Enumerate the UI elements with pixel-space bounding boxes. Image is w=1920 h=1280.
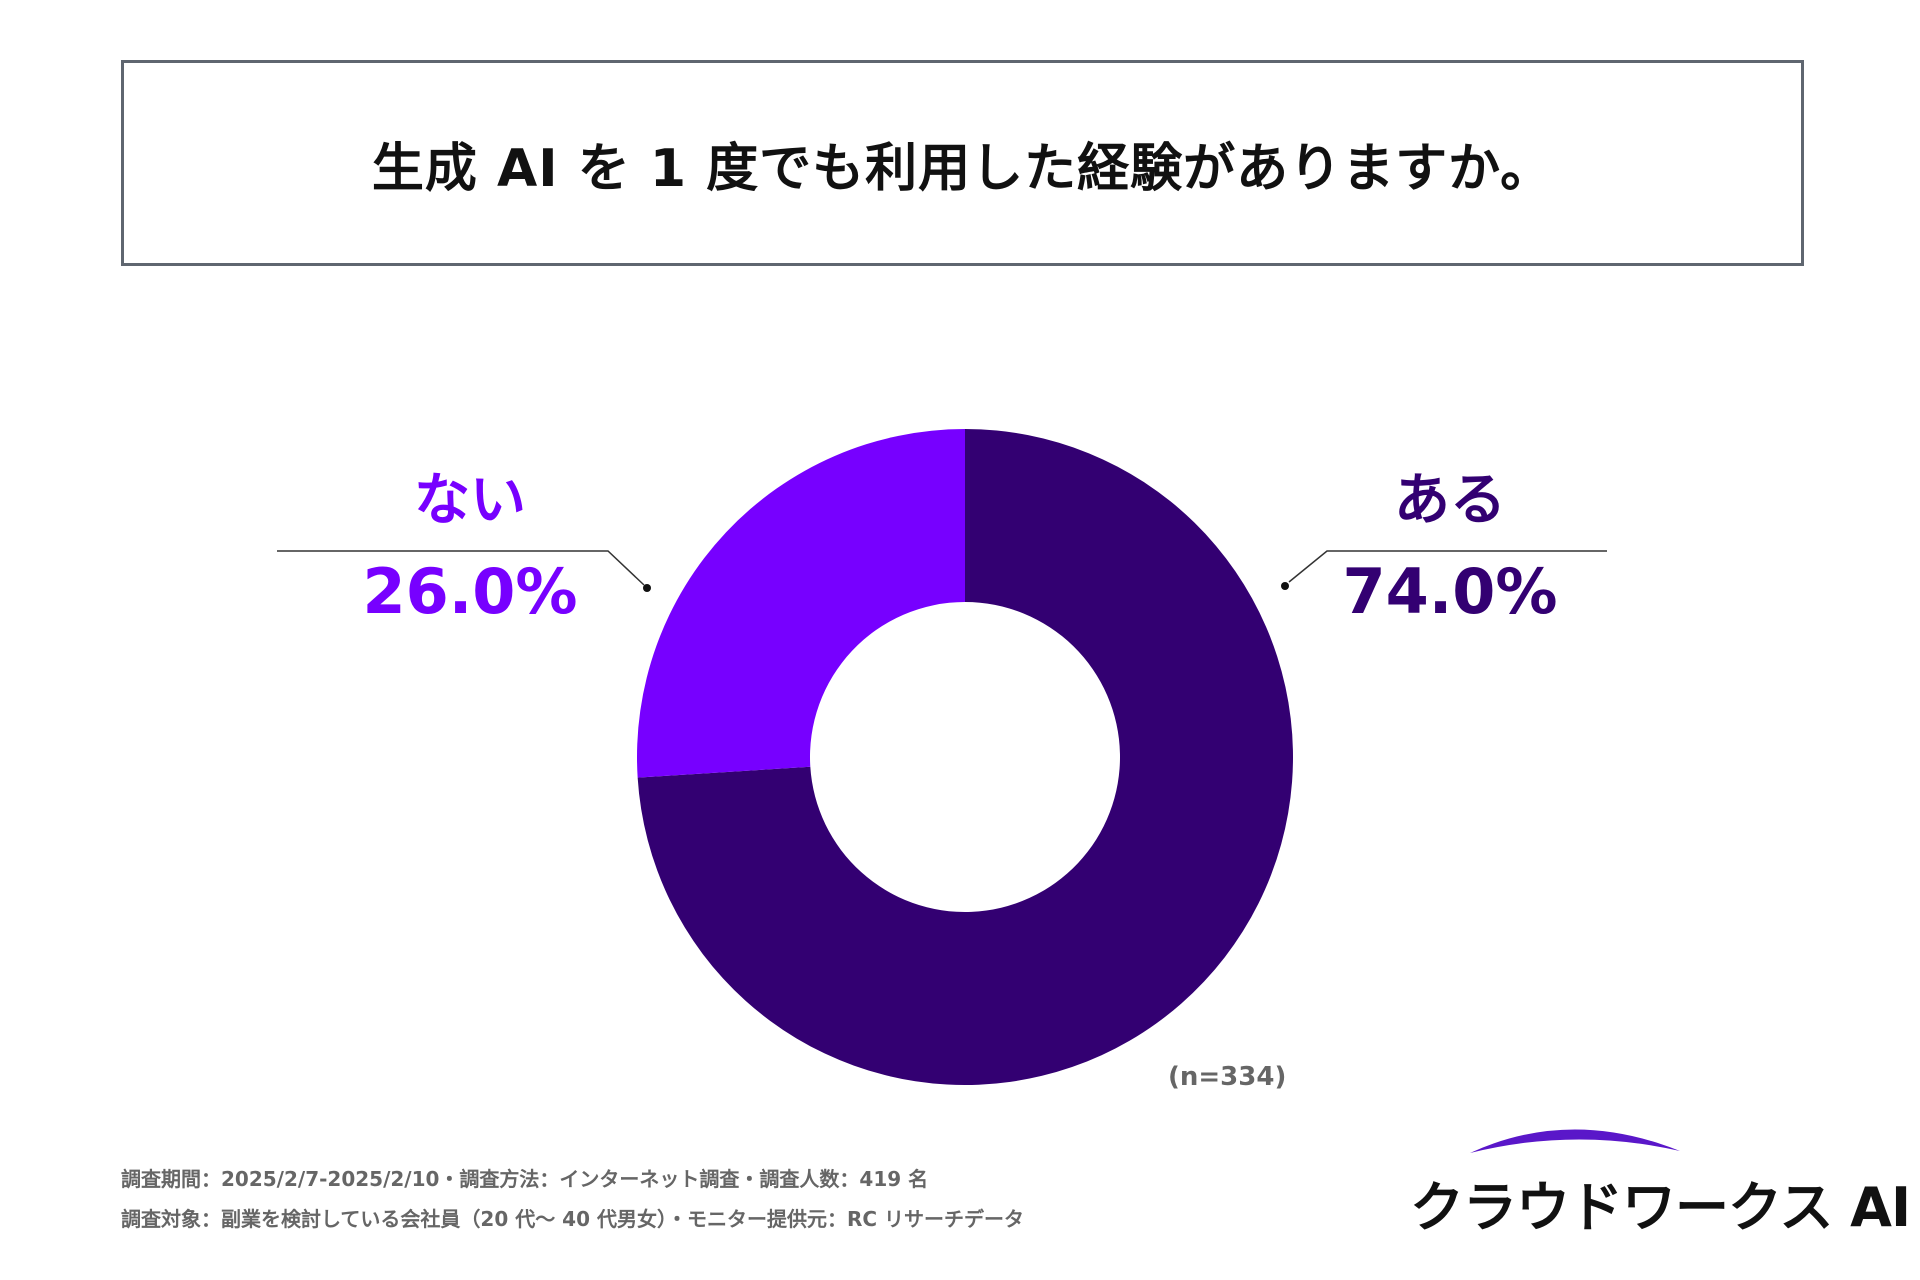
chart-title: 生成 AI を 1 度でも利用した経験がありますか。 xyxy=(371,138,1554,199)
footnote-survey-period: 調査期間：2025/2/7-2025/2/10・調査方法：インターネット調査・調… xyxy=(121,1167,929,1191)
leader-aru-line xyxy=(1288,550,1607,583)
slice-name-nai: ない xyxy=(414,468,526,533)
title-box: 生成 AI を 1 度でも利用した経験がありますか。 xyxy=(121,60,1804,266)
slice-label-aru: ある xyxy=(1335,455,1565,536)
leader-nai-line xyxy=(277,550,645,586)
leader-nai-dot xyxy=(643,584,651,592)
logo-text: クラウドワークス AI xyxy=(1410,1176,1911,1239)
footnote-survey-target: 調査対象：副業を検討している会社員（20 代～ 40 代男女）・モニター提供元：… xyxy=(121,1207,1024,1231)
slice-name-aru: ある xyxy=(1394,468,1506,533)
logo: クラウドワークス AI xyxy=(1410,1115,1911,1239)
logo-swoosh-icon xyxy=(1470,1129,1680,1153)
slice-value-nai: 26.0% xyxy=(362,555,578,628)
leader-aru-dot xyxy=(1281,582,1289,590)
slice-label-nai: ない xyxy=(355,455,585,536)
donut-slice-1 xyxy=(636,429,965,778)
slice-value-aru: 74.0% xyxy=(1342,555,1558,628)
sample-size: (n=334) xyxy=(1168,1062,1287,1092)
donut-slice-0 xyxy=(637,429,1293,1085)
